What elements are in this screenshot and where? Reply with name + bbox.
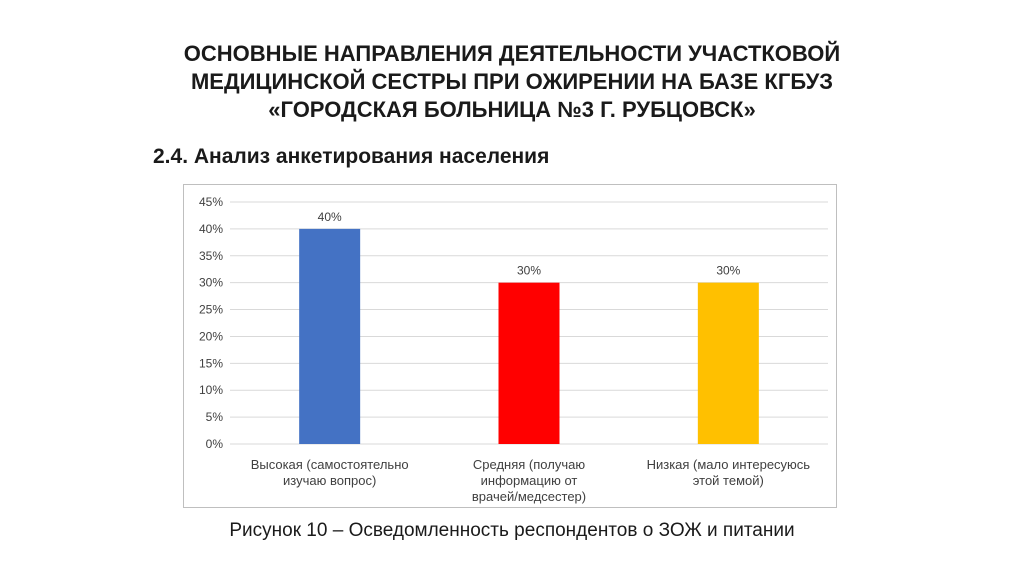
y-tick-label: 5% [206, 410, 224, 424]
y-tick-label: 30% [199, 276, 223, 290]
category-labels: Высокая (самостоятельно изучаю вопрос) Сре… [251, 457, 811, 504]
bars [299, 228, 759, 444]
y-tick-label: 25% [199, 303, 223, 317]
y-tick-label: 40% [199, 222, 223, 236]
slide-title-line: МЕДИЦИНСКОЙ СЕСТРЫ ПРИ ОЖИРЕНИИ НА БАЗЕ … [190, 69, 834, 94]
section-subtitle: 2.4. Анализ анкетирования населения [153, 145, 550, 168]
y-tick-label: 45% [199, 195, 223, 209]
category-label: Низкая (мало интересуюсь этой темой) [647, 457, 811, 488]
category-label: Высокая (самостоятельно изучаю вопрос) [251, 457, 409, 488]
slide-title: ОСНОВНЫЕ НАПРАВЛЕНИЯ ДЕЯТЕЛЬНОСТИ УЧАСТК… [0, 40, 1024, 124]
y-tick-label: 0% [206, 437, 224, 451]
y-tick-label: 35% [199, 249, 223, 263]
bar [299, 228, 361, 444]
slide-title-line: «ГОРОДСКАЯ БОЛЬНИЦА №3 Г. РУБЦОВСК» [268, 97, 756, 122]
bar-chart: 0% 5% 10% 15% 20% 25% 30% 35% 40% 45% 40% 30% 30% В… [199, 195, 828, 504]
data-labels: 40% 30% 30% [318, 210, 741, 278]
bar [697, 282, 759, 444]
data-label: 30% [517, 264, 541, 278]
slide-title-line: ОСНОВНЫЕ НАПРАВЛЕНИЯ ДЕЯТЕЛЬНОСТИ УЧАСТК… [183, 41, 841, 66]
y-tick-label: 20% [199, 329, 223, 343]
bar [498, 282, 560, 444]
y-tick-label: 15% [199, 356, 223, 370]
category-label: Средняя (получаю информацию от врачей/медс… [472, 457, 586, 504]
chart-frame: 0% 5% 10% 15% 20% 25% 30% 35% 40% 45% 40% 30% 30% В… [183, 184, 837, 508]
data-label: 40% [318, 210, 342, 224]
figure-caption: Рисунок 10 – Осведомленность респонденто… [229, 520, 795, 541]
y-axis-tick-labels: 0% 5% 10% 15% 20% 25% 30% 35% 40% 45% [199, 195, 223, 451]
y-tick-label: 10% [199, 383, 223, 397]
data-label: 30% [716, 264, 740, 278]
